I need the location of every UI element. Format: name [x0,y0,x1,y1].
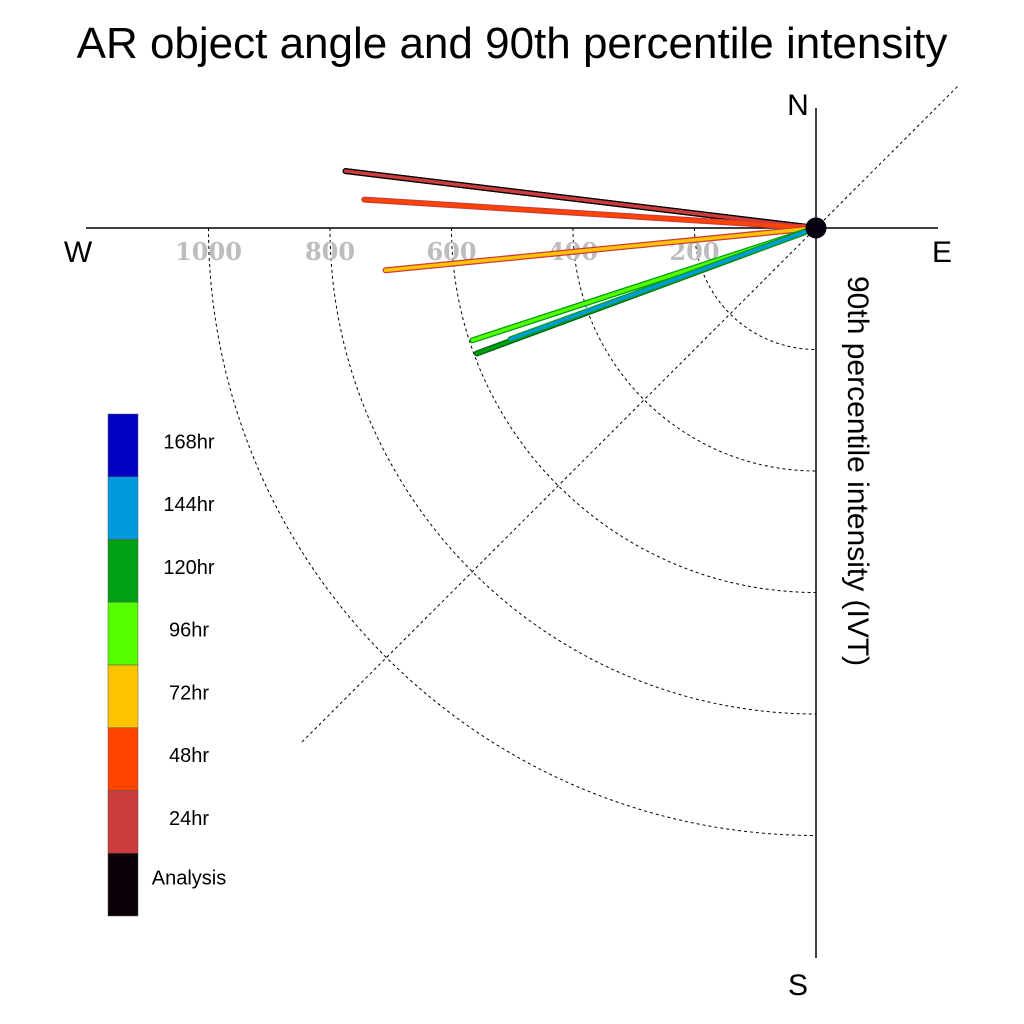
legend-label-72hr: 72hr [169,682,209,704]
legend-swatch-96hr [107,602,139,666]
grid-arc-800 [329,227,817,715]
grid-arc-600 [451,227,817,593]
compass-south-label: S [788,969,808,1002]
origin-marker [805,217,827,239]
series-line-24hr [343,169,818,230]
legend-label-48hr: 48hr [169,745,209,767]
grid-arc-200 [694,227,817,350]
radial-tick-800: 800 [305,237,355,266]
series-line-48hr [362,197,818,230]
legend-swatch-120hr [107,539,139,603]
radial-tick-1000: 1000 [175,237,242,266]
legend-swatch-144hr [107,476,139,540]
legend-label-96hr: 96hr [169,620,209,642]
legend-label-24hr: 24hr [169,808,209,830]
radial-axis-label: 90th percentile intensity (IVT) [841,276,874,666]
legend-label-120hr: 120hr [163,557,214,579]
legend-label-144hr: 144hr [163,494,214,516]
series-lines [342,168,819,357]
legend-label-analysis: Analysis [152,868,226,890]
chart-title: AR object angle and 90th percentile inte… [77,19,948,68]
compass-west-label: W [64,236,93,269]
legend: 168hr 144hr 120hr 96hr 72hr 48hr 24hr Analysis [107,413,226,917]
grid-diagonal [300,86,958,744]
legend-swatch-analysis [107,853,139,917]
series-line-72hr [383,226,818,272]
legend-swatch-168hr [107,413,139,477]
legend-swatch-48hr [107,727,139,791]
series-line-144hr [508,226,818,341]
compass-east-label: E [932,236,952,269]
legend-swatch-24hr [107,790,139,854]
grid-arc-400 [572,227,817,472]
polar-grid [208,86,958,836]
legend-swatch-72hr [107,664,139,728]
compass-north-label: N [787,89,809,122]
grid-arc-1000 [208,227,817,836]
legend-label-168hr: 168hr [163,431,214,453]
